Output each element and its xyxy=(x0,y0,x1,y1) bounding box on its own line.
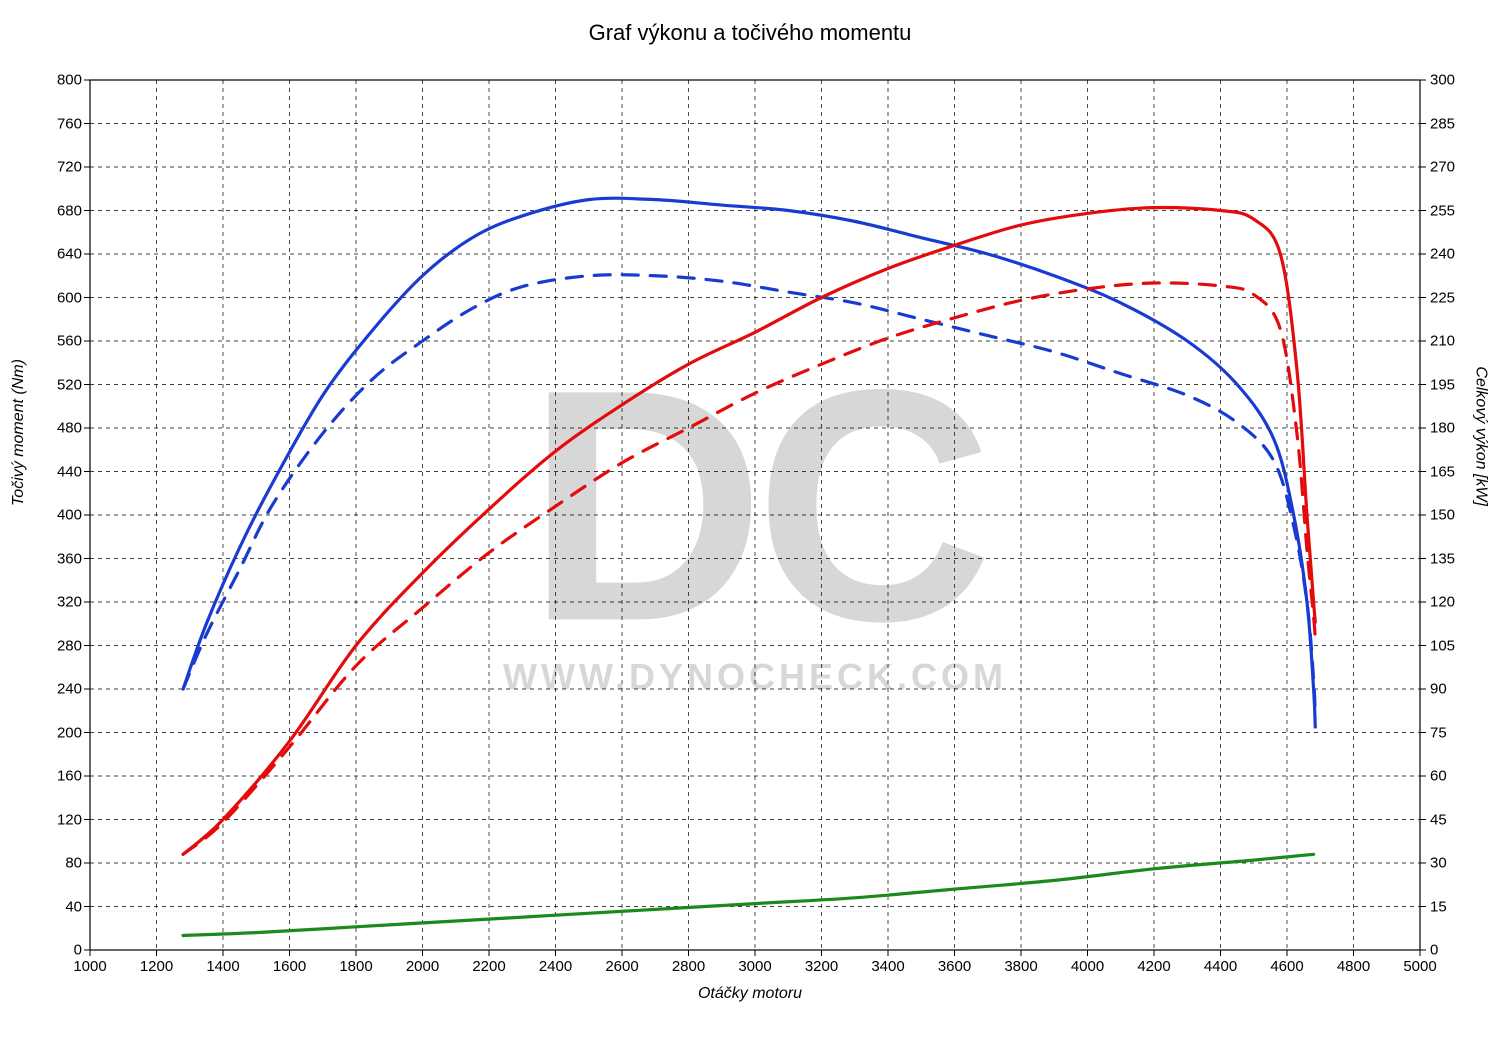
y-right-tick-label: 195 xyxy=(1430,376,1480,393)
x-tick-label: 4000 xyxy=(1071,958,1104,975)
y-left-tick-label: 240 xyxy=(32,681,82,698)
y-left-tick-label: 0 xyxy=(32,942,82,959)
x-tick-label: 4400 xyxy=(1204,958,1237,975)
x-tick-label: 4200 xyxy=(1137,958,1170,975)
x-tick-label: 2000 xyxy=(406,958,439,975)
y-left-tick-label: 800 xyxy=(32,72,82,89)
y-left-tick-label: 160 xyxy=(32,768,82,785)
y-left-tick-label: 280 xyxy=(32,637,82,654)
y-right-tick-label: 285 xyxy=(1430,115,1480,132)
y-left-tick-label: 440 xyxy=(32,463,82,480)
y-right-tick-label: 210 xyxy=(1430,333,1480,350)
y-right-tick-label: 150 xyxy=(1430,507,1480,524)
y-right-tick-label: 225 xyxy=(1430,289,1480,306)
x-tick-label: 1200 xyxy=(140,958,173,975)
y-left-tick-label: 360 xyxy=(32,550,82,567)
x-tick-label: 1000 xyxy=(73,958,106,975)
x-tick-label: 1600 xyxy=(273,958,306,975)
x-tick-label: 2600 xyxy=(605,958,638,975)
y-right-tick-label: 300 xyxy=(1430,72,1480,89)
y-right-tick-label: 180 xyxy=(1430,420,1480,437)
x-tick-label: 2800 xyxy=(672,958,705,975)
y-left-tick-label: 320 xyxy=(32,594,82,611)
y-right-tick-label: 165 xyxy=(1430,463,1480,480)
y-left-tick-label: 760 xyxy=(32,115,82,132)
y-right-tick-label: 105 xyxy=(1430,637,1480,654)
y-right-tick-label: 75 xyxy=(1430,724,1480,741)
x-tick-label: 2400 xyxy=(539,958,572,975)
x-tick-label: 3000 xyxy=(738,958,771,975)
x-tick-label: 4800 xyxy=(1337,958,1370,975)
y-left-tick-label: 640 xyxy=(32,246,82,263)
x-tick-label: 4600 xyxy=(1270,958,1303,975)
y-left-tick-label: 600 xyxy=(32,289,82,306)
y-right-tick-label: 90 xyxy=(1430,681,1480,698)
y-right-tick-label: 135 xyxy=(1430,550,1480,567)
y-left-tick-label: 80 xyxy=(32,855,82,872)
y-left-tick-label: 400 xyxy=(32,507,82,524)
x-tick-label: 5000 xyxy=(1403,958,1436,975)
y-right-tick-label: 240 xyxy=(1430,246,1480,263)
y-left-tick-label: 40 xyxy=(32,898,82,915)
y-left-tick-label: 720 xyxy=(32,159,82,176)
chart-plot: DCWWW.DYNOCHECK.COM xyxy=(0,0,1500,1041)
y-left-tick-label: 120 xyxy=(32,811,82,828)
y-right-tick-label: 60 xyxy=(1430,768,1480,785)
y-left-tick-label: 680 xyxy=(32,202,82,219)
y-left-tick-label: 520 xyxy=(32,376,82,393)
x-tick-label: 3800 xyxy=(1004,958,1037,975)
series-loss xyxy=(183,854,1314,935)
y-left-tick-label: 560 xyxy=(32,333,82,350)
y-right-tick-label: 255 xyxy=(1430,202,1480,219)
x-tick-label: 2200 xyxy=(472,958,505,975)
x-tick-label: 3200 xyxy=(805,958,838,975)
y-left-tick-label: 480 xyxy=(32,420,82,437)
x-tick-label: 3400 xyxy=(871,958,904,975)
y-right-tick-label: 0 xyxy=(1430,942,1480,959)
y-right-tick-label: 270 xyxy=(1430,159,1480,176)
y-right-tick-label: 30 xyxy=(1430,855,1480,872)
y-right-tick-label: 120 xyxy=(1430,594,1480,611)
watermark-logo: DC xyxy=(527,320,987,689)
y-right-tick-label: 45 xyxy=(1430,811,1480,828)
x-tick-label: 1400 xyxy=(206,958,239,975)
x-tick-label: 3600 xyxy=(938,958,971,975)
y-left-tick-label: 200 xyxy=(32,724,82,741)
y-right-tick-label: 15 xyxy=(1430,898,1480,915)
x-tick-label: 1800 xyxy=(339,958,372,975)
